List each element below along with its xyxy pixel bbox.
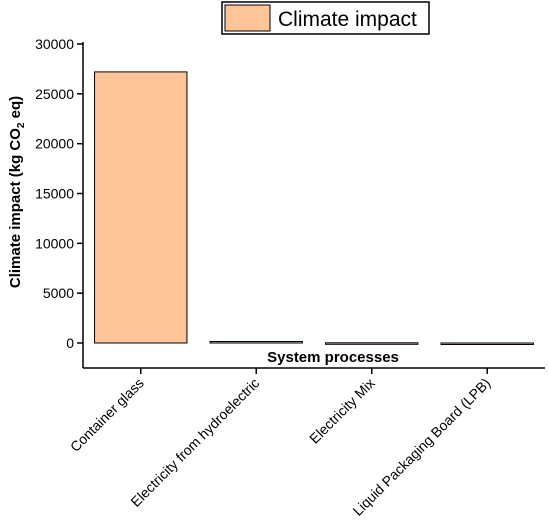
- y-tick-label: 25000: [35, 86, 74, 102]
- y-tick-label: 15000: [35, 186, 74, 202]
- legend-label: Climate impact: [278, 8, 417, 31]
- y-tick-label: 10000: [35, 235, 74, 251]
- y-tick-label: 0: [66, 335, 74, 351]
- bar: [209, 341, 303, 344]
- bars: [94, 71, 534, 345]
- bar: [325, 342, 419, 345]
- x-tick-label: Container glass: [67, 375, 147, 455]
- legend: Climate impact: [221, 1, 430, 35]
- bar: [440, 342, 534, 345]
- y-axis-ticks: 0 5000 10000 15000 20000 25000 30000: [35, 36, 83, 351]
- y-tick-label: 5000: [43, 285, 74, 301]
- x-tick-label: Electricity from hydroelectric: [127, 375, 262, 510]
- y-axis-title: Climate impact (kg CO2 eq): [7, 96, 27, 288]
- x-tick-label: Liquid Packaging Board (LPB): [349, 375, 493, 519]
- bar: [94, 71, 188, 344]
- legend-box: [221, 1, 430, 35]
- y-tick-label: 30000: [35, 36, 74, 52]
- x-axis-title: System processes: [267, 349, 399, 366]
- legend-swatch: [224, 4, 271, 32]
- y-tick-label: 20000: [35, 136, 74, 152]
- x-tick-label: Electricity Mix: [306, 375, 378, 447]
